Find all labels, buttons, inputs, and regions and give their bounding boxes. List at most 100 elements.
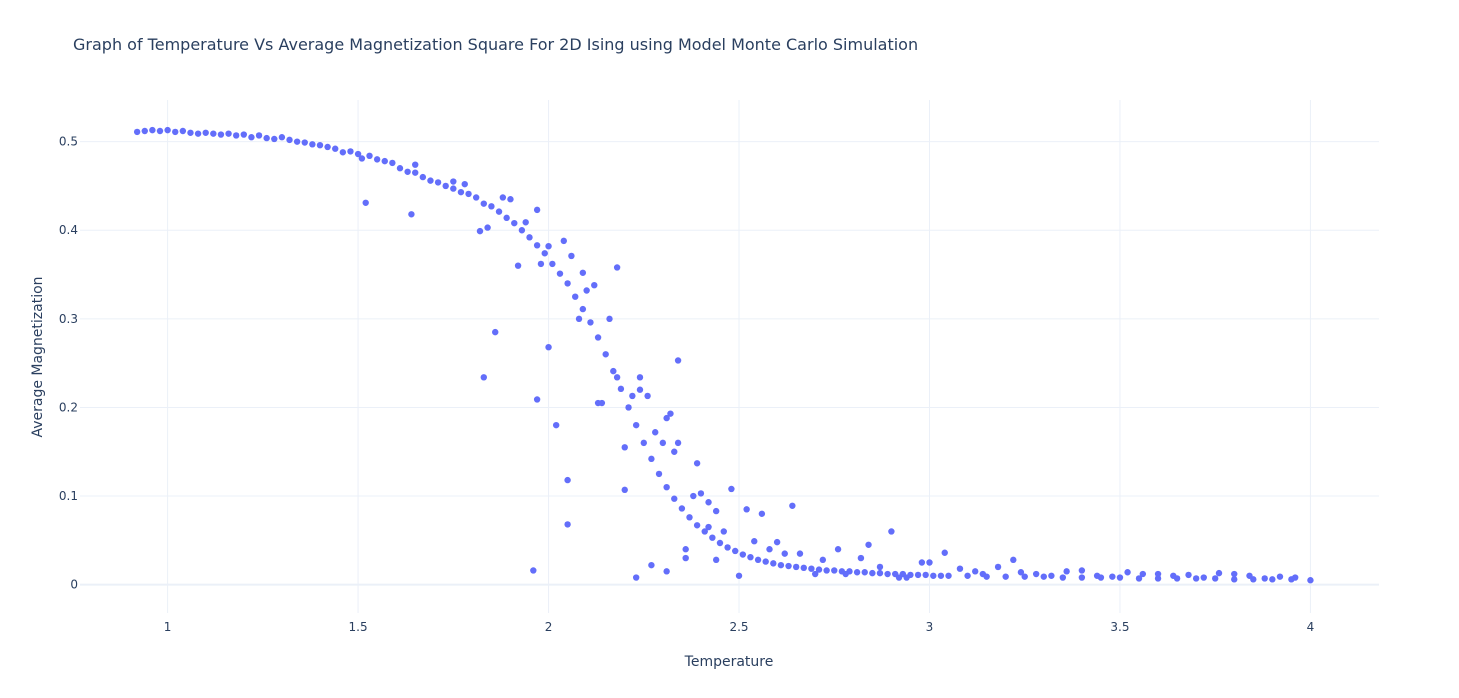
scatter-point	[240, 131, 248, 138]
x-tick-label: 2	[545, 620, 553, 634]
scatter-point	[587, 319, 594, 326]
scatter-point	[1261, 575, 1268, 582]
scatter-point	[1002, 573, 1009, 580]
scatter-point	[629, 392, 636, 400]
scatter-point	[773, 538, 781, 546]
x-tick-label: 3.5	[1110, 620, 1129, 634]
scatter-point	[682, 554, 689, 562]
scatter-point	[690, 492, 697, 500]
scatter-point	[640, 439, 647, 447]
scatter-point	[857, 554, 865, 562]
scatter-point	[674, 439, 682, 447]
scatter-point	[648, 455, 655, 463]
scatter-point	[956, 565, 964, 572]
scatter-point	[705, 499, 712, 506]
scatter-point	[530, 567, 537, 574]
scatter-point	[217, 131, 225, 138]
scatter-point	[648, 561, 655, 569]
scatter-point	[613, 374, 621, 381]
scatter-point	[492, 328, 499, 336]
scatter-point	[552, 421, 560, 429]
scatter-point	[324, 143, 331, 151]
scatter-point	[362, 199, 369, 206]
scatter-point	[632, 574, 640, 581]
scatter-point	[568, 252, 575, 260]
scatter-point	[751, 538, 758, 545]
scatter-point	[606, 315, 613, 323]
scatter-point	[869, 569, 876, 577]
scatter-point	[644, 392, 651, 400]
scatter-point	[1010, 556, 1017, 564]
scatter-point	[518, 227, 526, 234]
scatter-point	[1078, 567, 1086, 574]
scatter-point	[636, 386, 644, 393]
scatter-point	[1307, 577, 1314, 584]
scatter-point	[994, 563, 1002, 571]
scatter-point	[671, 495, 678, 502]
scatter-point	[472, 194, 480, 201]
scatter-point	[693, 460, 701, 467]
scatter-point	[404, 168, 411, 175]
scatter-point	[248, 134, 255, 141]
scatter-point	[461, 180, 468, 188]
scatter-point	[789, 502, 796, 509]
scatter-point	[1135, 575, 1143, 582]
scatter-point	[1154, 575, 1162, 582]
scatter-point	[533, 206, 541, 214]
scatter-point	[133, 128, 141, 136]
scatter-point	[210, 130, 217, 137]
scatter-point	[1215, 569, 1223, 577]
scatter-point	[202, 129, 209, 136]
y-axis-title: Average Magnetization	[30, 276, 46, 437]
scatter-point	[697, 490, 705, 497]
scatter-point	[263, 134, 270, 142]
scatter-point	[617, 385, 625, 393]
scatter-point	[720, 528, 727, 535]
x-axis-title: Temperature	[684, 654, 774, 670]
y-axis-ticks: 0 0.1 0.2 0.3 0.4 0.5	[59, 135, 78, 592]
scatter-point	[339, 149, 347, 156]
scatter-point	[701, 528, 708, 535]
scatter-point	[1211, 575, 1219, 582]
scatter-point	[739, 551, 747, 558]
scatter-point	[412, 169, 419, 176]
scatter-point	[652, 429, 659, 436]
scatter-point	[632, 421, 640, 429]
scatter-point	[549, 260, 556, 268]
scatter-point	[861, 569, 868, 576]
scatter-point	[655, 470, 663, 478]
scatter-point	[800, 564, 807, 572]
scatter-point	[1017, 569, 1025, 576]
scatter-point	[389, 159, 396, 167]
y-tick-label: 0.5	[59, 135, 78, 149]
scatter-point	[316, 141, 324, 149]
scatter-point	[884, 570, 891, 578]
scatter-point	[366, 152, 373, 160]
scatter-point	[766, 546, 773, 553]
y-tick-label: 0.2	[59, 400, 78, 414]
scatter-point	[876, 569, 884, 577]
scatter-point	[194, 130, 202, 137]
scatter-point	[663, 483, 670, 491]
scatter-point	[716, 539, 724, 547]
scatter-point	[598, 399, 606, 407]
scatter-point	[450, 178, 457, 185]
scatter-point	[728, 485, 735, 493]
scatter-point	[1063, 568, 1070, 575]
scatter-point	[621, 486, 628, 494]
scatter-point	[914, 571, 922, 579]
chart-title: Graph of Temperature Vs Average Magnetiz…	[73, 35, 918, 54]
scatter-point	[358, 155, 366, 162]
scatter-point	[1093, 572, 1101, 579]
scatter-point	[1154, 570, 1162, 578]
scatter-point	[545, 242, 552, 250]
scatter-point	[796, 550, 804, 557]
scatter-point	[667, 410, 674, 417]
points-layer	[133, 126, 1314, 584]
scatter-point	[533, 396, 541, 403]
scatter-point	[255, 132, 263, 139]
scatter-point	[484, 224, 491, 231]
scatter-point	[918, 559, 926, 566]
scatter-point	[1032, 570, 1040, 578]
